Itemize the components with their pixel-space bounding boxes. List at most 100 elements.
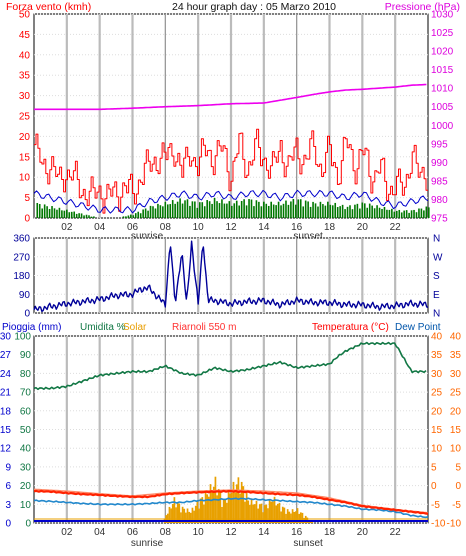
legend-humidity: Umidita % xyxy=(80,322,126,333)
rain-ytick-label: 30 xyxy=(0,332,11,343)
wind-bar xyxy=(142,209,144,218)
temp-ytick-label-far: 0 xyxy=(455,481,461,492)
wind-bar xyxy=(346,206,349,218)
wind-bar xyxy=(395,210,398,218)
wind-ytick-label: 35 xyxy=(19,71,31,82)
solar-bar xyxy=(173,497,176,523)
solar-bar xyxy=(242,486,245,523)
solar-bar xyxy=(166,513,169,523)
wind-bar xyxy=(388,209,391,218)
temp-ytick-label-far: -5 xyxy=(452,500,461,511)
wind-bar xyxy=(122,216,125,218)
direction-ytick-label: 180 xyxy=(13,271,30,282)
sunrise-label-bottom: sunrise xyxy=(131,538,164,549)
temperature-xtick-label: 08 xyxy=(160,527,172,538)
solar-bar xyxy=(183,508,186,523)
wind-ytick-label: 40 xyxy=(19,50,31,61)
solar-bar xyxy=(311,521,314,523)
solar-bar xyxy=(252,504,255,523)
solar-bar xyxy=(253,504,256,523)
wind-bar xyxy=(275,205,277,218)
wind-bar xyxy=(373,208,376,218)
wind-bar xyxy=(130,214,132,218)
solar-bar xyxy=(255,500,258,523)
solar-bar xyxy=(257,508,259,523)
temp-ytick-label-far: 30 xyxy=(450,369,462,380)
direction-compass-label: N xyxy=(433,234,440,245)
wind-bar xyxy=(317,206,319,218)
wind-bar xyxy=(272,204,275,218)
wind-bar xyxy=(285,200,287,218)
wind-bar xyxy=(139,213,142,218)
wind-bar xyxy=(46,206,48,218)
solar-bar xyxy=(273,496,276,523)
wind-bar xyxy=(304,200,307,218)
wind-xtick-label: 10 xyxy=(193,222,205,233)
wind-bar xyxy=(191,201,194,218)
wind-xtick-label: 08 xyxy=(160,222,172,233)
temp-ytick-label-far: -10 xyxy=(447,519,462,530)
humidity-line xyxy=(33,341,427,391)
solar-bar xyxy=(231,492,233,523)
wind-bar xyxy=(85,214,88,218)
temperature-xtick-label: 10 xyxy=(193,527,205,538)
solar-bar xyxy=(211,491,213,523)
pressure-ytick-label: 995 xyxy=(431,139,448,150)
wind-bar xyxy=(282,203,285,218)
direction-line xyxy=(33,240,429,313)
temp-ytick-label-right: 40 xyxy=(431,332,443,343)
chart-title: 24 hour graph day : 05 Marzo 2010 xyxy=(172,1,336,13)
wind-bar xyxy=(361,202,364,218)
solar-bar xyxy=(234,492,236,523)
wind-bar xyxy=(186,199,189,218)
solar-bar xyxy=(206,494,209,523)
pressure-ytick-label: 975 xyxy=(431,214,448,225)
direction-ytick-label: 90 xyxy=(19,290,31,301)
solar-bar xyxy=(285,513,287,523)
temp-ytick-label-right: 20 xyxy=(431,406,443,417)
wind-bar xyxy=(90,216,93,218)
humidity-ytick-label: 10 xyxy=(20,500,32,511)
wind-bar xyxy=(48,208,51,218)
rain-ytick-label: 9 xyxy=(5,462,11,473)
wind-bar xyxy=(359,208,361,218)
pressure-axis-label: Pressione (hPa) xyxy=(385,1,460,13)
pressure-ytick-label: 1015 xyxy=(431,65,454,76)
direction-ytick-label: 360 xyxy=(13,234,30,245)
solar-bar xyxy=(196,501,199,523)
wind-bar xyxy=(354,204,356,218)
wind-bar xyxy=(63,210,66,218)
solar-bar xyxy=(227,489,230,523)
wind-bar xyxy=(134,213,137,218)
temperature-xtick-label: 22 xyxy=(390,527,402,538)
wind-bar xyxy=(51,206,53,218)
solar-bar xyxy=(229,493,232,523)
wind-bar xyxy=(280,205,282,218)
wind-bar xyxy=(302,206,305,218)
wind-ytick-label: 10 xyxy=(19,173,31,184)
solar-bar xyxy=(244,501,246,523)
wind-bar xyxy=(322,204,324,218)
sunset-label-bottom: sunset xyxy=(293,538,323,549)
solar-bar xyxy=(208,496,210,523)
humidity-ytick-label: 30 xyxy=(20,462,32,473)
wind-bar xyxy=(336,207,339,218)
wind-bar xyxy=(137,211,140,218)
wind-bar xyxy=(233,203,236,218)
wind-bar xyxy=(162,206,164,218)
wind-bar xyxy=(415,212,418,218)
pressure-ytick-label: 985 xyxy=(431,176,448,187)
wind-bar xyxy=(58,207,61,218)
solar-bar xyxy=(299,512,302,523)
direction-compass-label: S xyxy=(433,271,440,282)
solar-bar xyxy=(232,481,235,523)
solar-bar xyxy=(290,513,292,523)
wind-bar xyxy=(159,205,162,218)
wind-bar xyxy=(216,201,218,218)
wind-bar xyxy=(181,203,184,218)
legend-solar: Solar xyxy=(123,322,147,333)
solar-bar xyxy=(260,503,263,523)
wind-bar xyxy=(363,203,366,218)
sunset-label: sunset xyxy=(293,231,323,242)
